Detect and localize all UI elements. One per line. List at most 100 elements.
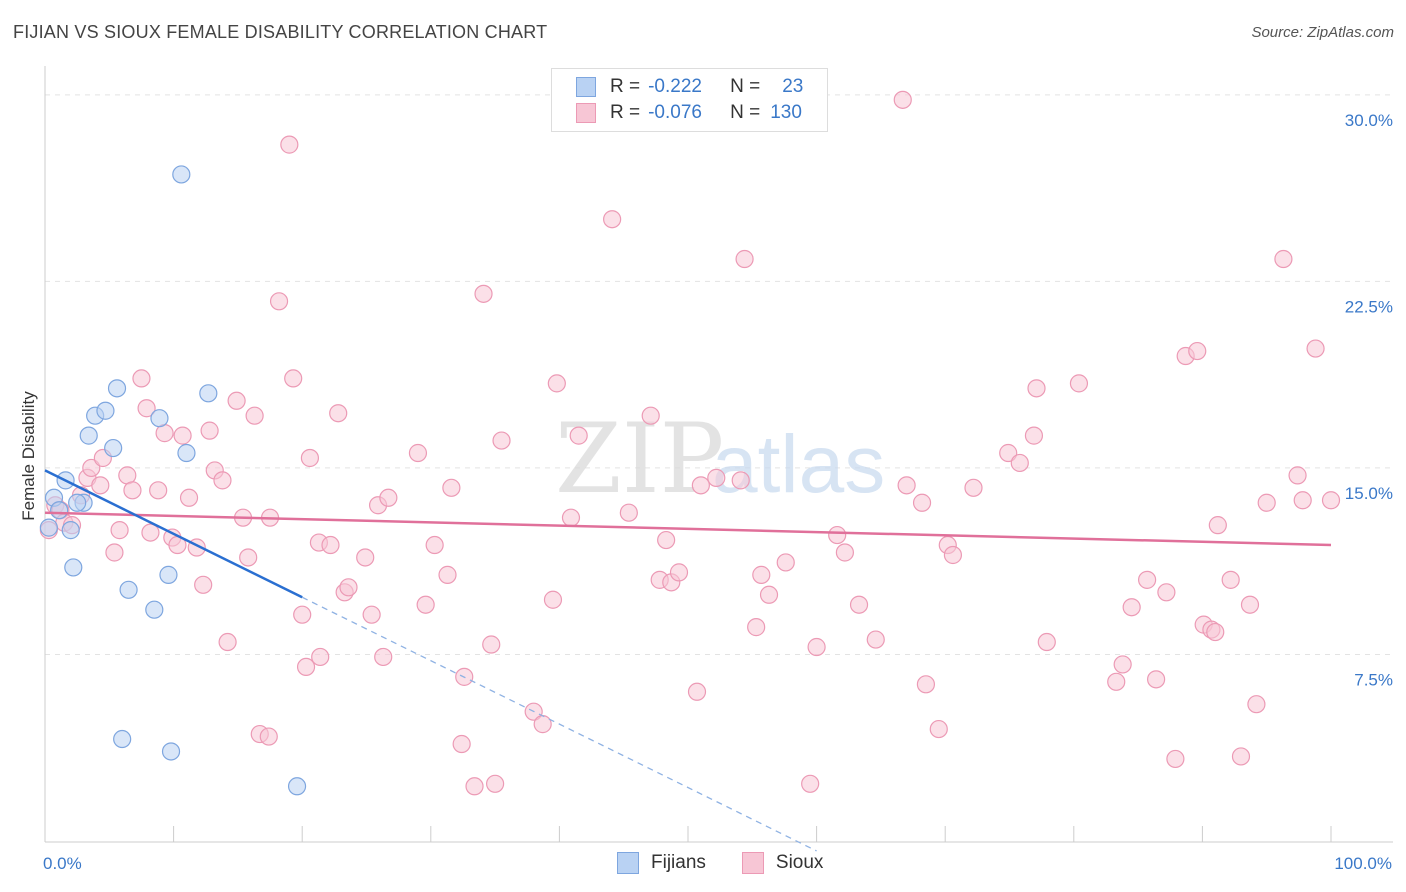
sioux-point xyxy=(929,719,948,739)
fijians-point xyxy=(177,443,196,463)
fijians-point xyxy=(150,409,169,428)
sioux-point xyxy=(1208,516,1227,535)
sioux-point xyxy=(747,618,766,637)
sioux-point xyxy=(227,391,246,410)
sioux-point xyxy=(735,249,754,269)
sioux-point xyxy=(657,530,676,550)
sioux-legend-swatch xyxy=(741,852,764,874)
grid-lines xyxy=(45,94,1393,655)
sioux-point xyxy=(362,605,381,624)
sioux-point xyxy=(296,657,316,677)
y-tick-label: 30.0% xyxy=(1345,111,1393,130)
fijians-point xyxy=(161,742,181,761)
legend-row-fijians: R = -0.222 N = 23 xyxy=(576,76,803,98)
sioux-point xyxy=(105,543,124,562)
sioux-point xyxy=(269,292,289,311)
sioux-point xyxy=(408,443,428,463)
fijians-point xyxy=(145,600,164,619)
sioux-point xyxy=(379,488,398,507)
sioux-point xyxy=(916,675,936,694)
sioux-point xyxy=(1274,249,1293,269)
chart-title: FIJIAN VS SIOUX FEMALE DISABILITY CORREL… xyxy=(13,22,548,42)
sioux-point xyxy=(912,493,932,512)
sioux-point xyxy=(687,682,707,701)
sioux-point xyxy=(943,545,963,565)
sioux-point xyxy=(179,488,199,507)
sioux-point xyxy=(442,478,461,497)
sioux-point xyxy=(356,548,375,567)
sioux-point xyxy=(239,548,258,567)
sioux-point xyxy=(897,476,916,495)
x-tick-label-min: 0.0% xyxy=(43,854,82,873)
sioux-point xyxy=(91,476,110,495)
sioux-point xyxy=(1113,655,1132,674)
watermark: ZIP atlas xyxy=(555,403,885,515)
sioux-point xyxy=(486,774,505,793)
r-value: -0.076 xyxy=(648,102,702,123)
sioux-point xyxy=(776,553,795,572)
sioux-point xyxy=(759,585,779,604)
sioux-point xyxy=(82,458,101,478)
sioux-point xyxy=(1306,339,1325,358)
fijians-point xyxy=(68,493,87,512)
sioux-point xyxy=(1293,491,1312,510)
sioux-point xyxy=(1231,747,1251,766)
sioux-point xyxy=(339,578,358,597)
n-value: 130 xyxy=(770,102,802,123)
legend-item-sioux: Sioux xyxy=(741,852,823,874)
sioux-point xyxy=(1166,749,1185,769)
sioux-point xyxy=(300,448,320,468)
sioux-point xyxy=(465,777,484,796)
sioux-point xyxy=(329,404,348,423)
sioux-point xyxy=(543,590,563,609)
fijians-swatch xyxy=(576,77,596,97)
fijians-point xyxy=(172,165,191,184)
watermark-zip: ZIP xyxy=(555,403,724,515)
sioux-point xyxy=(533,715,552,734)
sioux-point xyxy=(707,468,726,487)
sioux-point xyxy=(603,210,622,229)
fijians-legend-label: Fijians xyxy=(651,852,706,873)
sioux-point xyxy=(731,471,750,490)
sioux-point xyxy=(807,637,826,657)
n-label: N = xyxy=(730,76,761,97)
sioux-point xyxy=(547,374,566,393)
sioux-point xyxy=(137,399,156,418)
sioux-point xyxy=(245,406,264,425)
sioux-point xyxy=(416,595,435,614)
sioux-point xyxy=(1188,341,1207,361)
correlation-legend: R = -0.222 N = 23 R = -0.076 N = 130 xyxy=(551,68,828,132)
sioux-point xyxy=(1024,426,1044,445)
sioux-point xyxy=(1288,466,1307,485)
series-legend: Fijians Sioux xyxy=(617,852,859,874)
sioux-point xyxy=(438,565,457,584)
sioux-point xyxy=(849,595,869,614)
sioux-point xyxy=(1069,374,1089,393)
r-value: -0.222 xyxy=(648,76,702,97)
sioux-point xyxy=(1122,598,1141,617)
watermark-atlas: atlas xyxy=(712,419,885,510)
legend-row-sioux: R = -0.076 N = 130 xyxy=(576,102,802,124)
fijians-point xyxy=(104,438,123,458)
n-value: 23 xyxy=(782,76,804,97)
y-tick-label: 22.5% xyxy=(1345,297,1393,316)
y-tick-label: 7.5% xyxy=(1354,670,1393,689)
sioux-point xyxy=(123,481,142,500)
sioux-point xyxy=(173,426,192,445)
sioux-point xyxy=(1138,570,1157,589)
sioux-point xyxy=(374,647,393,667)
sioux-point xyxy=(1221,570,1240,589)
sioux-point xyxy=(866,630,885,649)
sioux-point xyxy=(1157,583,1176,602)
axes xyxy=(44,66,1393,843)
fijians-point xyxy=(107,379,127,398)
fijians-point xyxy=(119,580,138,599)
fijians-point xyxy=(159,565,178,584)
sioux-point xyxy=(321,535,340,555)
sioux-point xyxy=(284,369,303,388)
n-label: N = xyxy=(730,102,761,123)
sioux-point xyxy=(569,426,588,445)
sioux-point xyxy=(218,632,237,652)
sioux-point xyxy=(474,284,493,303)
